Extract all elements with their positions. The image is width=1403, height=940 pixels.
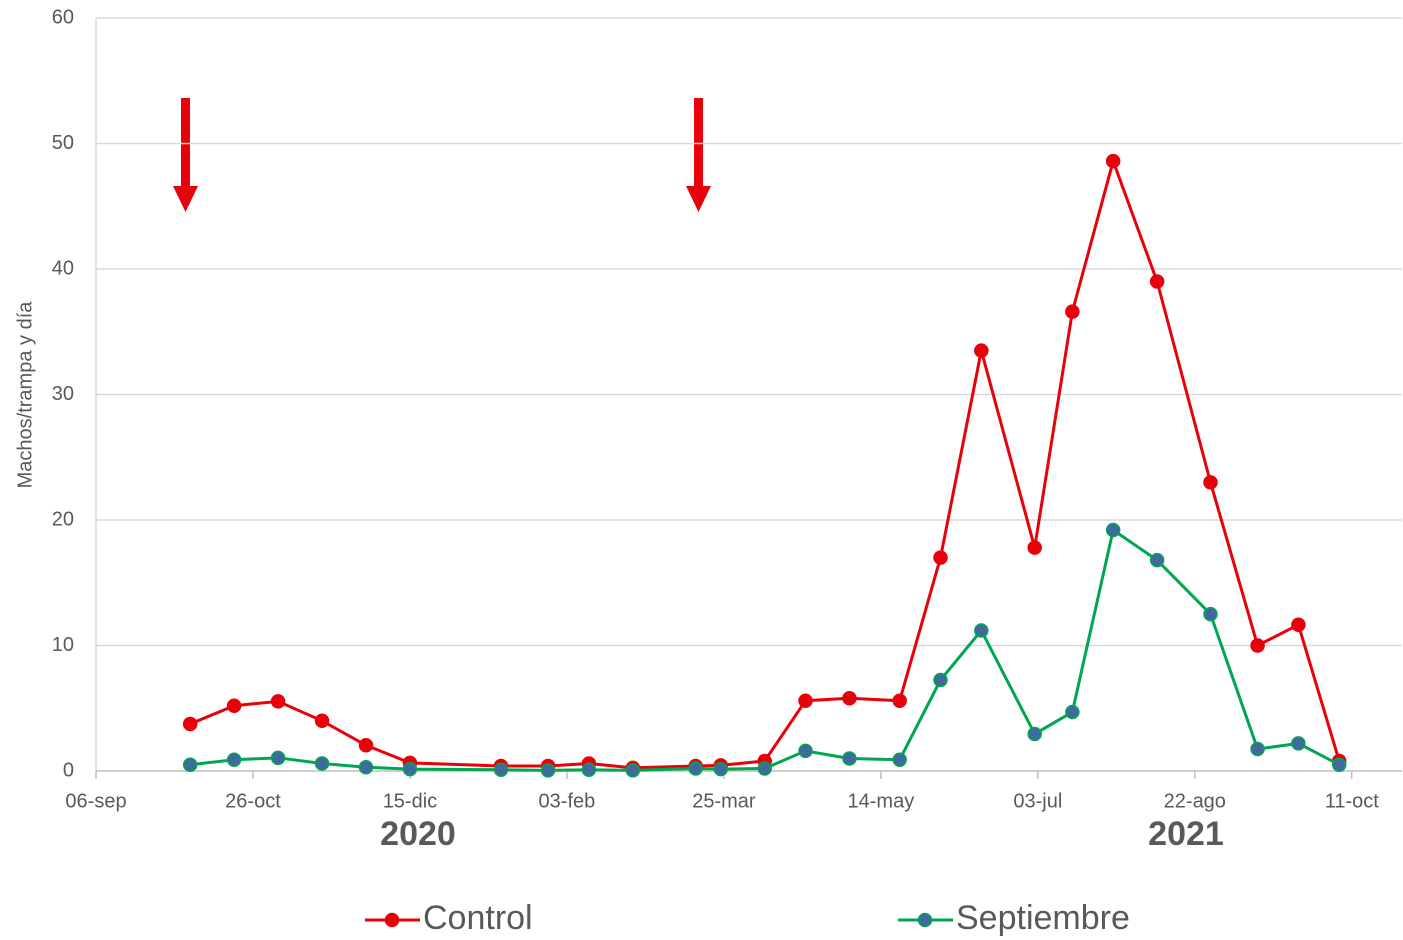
marker (1203, 606, 1218, 622)
marker (1291, 617, 1306, 633)
series-line (189, 156, 1341, 770)
marker (1027, 540, 1042, 555)
marker (1250, 638, 1265, 653)
marker (713, 761, 728, 777)
y-tick-label: 20 (52, 508, 74, 530)
legend-marker (917, 912, 933, 928)
marker (1203, 475, 1218, 490)
marker (270, 694, 286, 709)
marker (798, 743, 813, 759)
marker (1065, 704, 1080, 720)
marker (892, 693, 907, 708)
x-tick-label: 03-feb (539, 790, 596, 812)
marker (933, 672, 948, 688)
marker (974, 623, 989, 638)
marker (358, 759, 374, 775)
marker (1149, 552, 1165, 568)
marker (270, 750, 286, 766)
x-tick-label: 14-may (848, 790, 915, 812)
y-tick-label: 0 (63, 759, 74, 781)
marker (314, 756, 330, 771)
x-tick-label: 06-sep (65, 790, 126, 812)
marker (842, 690, 857, 706)
marker (842, 751, 857, 766)
marker (1027, 726, 1042, 742)
marker (974, 343, 989, 358)
x-tick-label: 15-dic (383, 790, 437, 812)
marker (1149, 274, 1165, 289)
marker (182, 757, 198, 772)
x-tick-label: 03-jul (1013, 790, 1062, 812)
marker (798, 693, 813, 708)
marker (402, 761, 418, 777)
marker (1105, 153, 1121, 169)
x-tick-label: 26-oct (225, 790, 281, 812)
marker (358, 738, 374, 753)
y-tick-label: 40 (52, 257, 74, 279)
x-tick-label: 11-oct (1325, 790, 1380, 812)
legend-marker (384, 912, 400, 928)
y-tick-label: 10 (52, 634, 74, 656)
arrow (686, 98, 711, 212)
marker (625, 763, 641, 778)
marker (314, 713, 330, 729)
legend-label: Control (423, 899, 533, 937)
marker (933, 550, 948, 565)
marker (1065, 304, 1080, 319)
x-tick-label: 22-ago (1164, 790, 1226, 812)
marker (581, 762, 597, 777)
marker (1250, 741, 1265, 757)
marker (226, 698, 242, 713)
marker (688, 761, 703, 776)
y-axis-label: Machos/trampa y día (14, 301, 36, 489)
marker (1291, 736, 1306, 751)
marker (1331, 757, 1347, 772)
y-tick-label: 30 (52, 383, 74, 405)
marker (226, 752, 242, 767)
year-label: 2021 (1148, 815, 1224, 853)
year-label: 2020 (380, 815, 456, 853)
arrow (173, 98, 198, 212)
marker (182, 716, 198, 732)
y-tick-label: 50 (52, 132, 74, 154)
marker (757, 761, 772, 776)
legend-label: Septiembre (956, 899, 1130, 937)
marker (540, 763, 556, 778)
marker (892, 752, 907, 767)
marker (493, 762, 509, 777)
marker (1105, 522, 1121, 538)
series-line (190, 527, 1340, 772)
x-tick-label: 25-mar (692, 790, 756, 812)
y-tick-label: 60 (52, 6, 74, 28)
